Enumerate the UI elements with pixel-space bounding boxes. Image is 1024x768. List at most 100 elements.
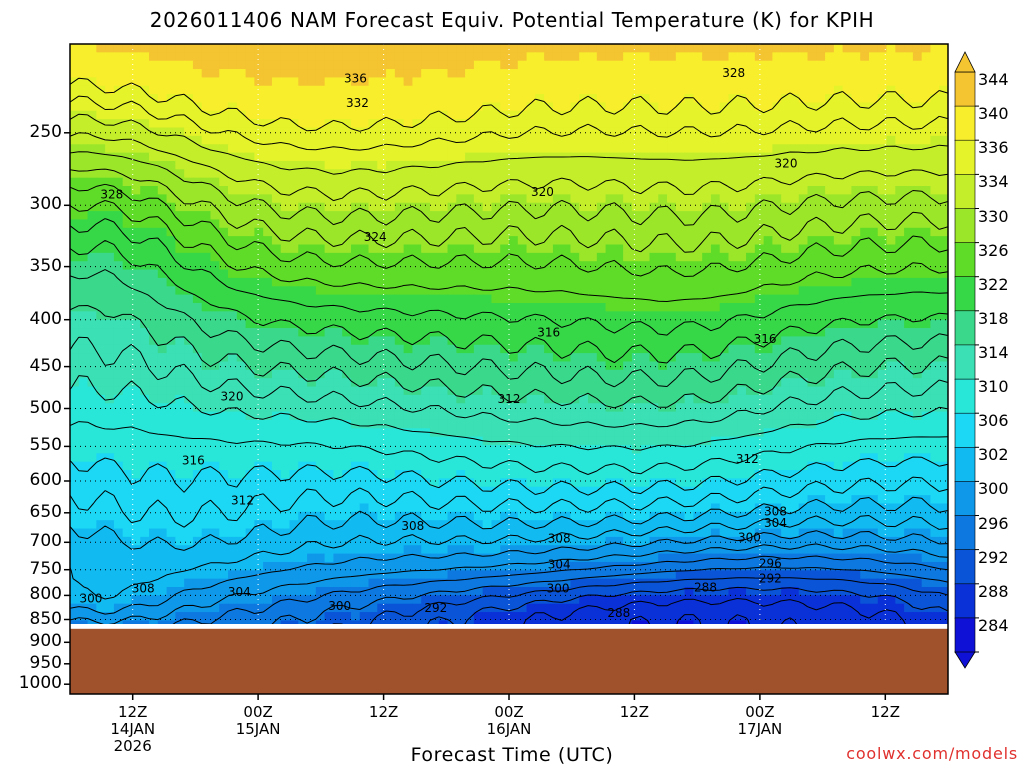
field-cell	[579, 336, 589, 346]
field-cell	[912, 202, 923, 212]
field-cell	[394, 277, 405, 287]
field-cell	[219, 135, 229, 145]
field-cell	[781, 436, 791, 446]
field-cell	[394, 236, 405, 246]
field-cell	[509, 69, 519, 79]
field-cell	[658, 94, 668, 104]
field-cell	[737, 411, 747, 421]
field-cell	[798, 302, 809, 312]
field-cell	[684, 236, 694, 246]
field-cell	[596, 369, 607, 379]
field-cell	[122, 244, 133, 254]
field-cell	[473, 85, 484, 95]
field-cell	[500, 302, 510, 312]
field-cell	[561, 160, 572, 170]
field-cell	[614, 403, 624, 413]
field-cell	[754, 60, 765, 70]
field-cell	[473, 403, 484, 413]
field-cell	[552, 77, 563, 87]
field-cell	[710, 202, 721, 212]
field-cell	[210, 211, 220, 221]
field-cell	[640, 194, 651, 204]
field-cell	[228, 227, 238, 237]
field-cell	[684, 252, 694, 262]
field-cell	[113, 394, 124, 404]
field-cell	[649, 378, 659, 388]
field-cell	[298, 369, 308, 379]
field-cell	[921, 361, 932, 371]
field-cell	[710, 94, 721, 104]
field-cell	[482, 194, 493, 204]
field-cell	[263, 394, 273, 404]
field-cell	[447, 244, 457, 254]
field-cell	[833, 110, 844, 120]
field-cell	[263, 302, 273, 312]
field-cell	[386, 119, 396, 129]
field-cell	[631, 102, 642, 112]
field-cell	[509, 177, 519, 187]
field-cell	[210, 378, 220, 388]
field-cell	[614, 394, 624, 404]
field-cell	[394, 144, 405, 154]
field-cell	[386, 336, 396, 346]
field-cell	[561, 144, 572, 154]
field-cell	[754, 336, 765, 346]
field-cell	[702, 144, 712, 154]
field-cell	[298, 411, 308, 421]
field-cell	[184, 252, 194, 262]
field-cell	[447, 428, 457, 438]
field-cell	[825, 169, 835, 179]
field-cell	[649, 244, 659, 254]
field-cell	[307, 269, 317, 279]
field-cell	[631, 252, 642, 262]
field-cell	[386, 286, 396, 296]
field-cell	[710, 52, 721, 62]
field-cell	[70, 119, 80, 129]
field-cell	[509, 286, 519, 296]
field-cell	[447, 294, 457, 304]
field-cell	[236, 436, 247, 446]
field-cell	[895, 69, 905, 79]
field-cell	[122, 261, 133, 271]
field-cell	[772, 219, 782, 229]
field-cell	[289, 269, 299, 279]
field-cell	[904, 386, 914, 396]
field-cell	[552, 277, 563, 287]
field-cell	[87, 361, 97, 371]
field-cell	[473, 294, 484, 304]
field-cell	[737, 344, 747, 354]
field-cell	[552, 194, 563, 204]
field-cell	[781, 144, 791, 154]
field-cell	[473, 127, 484, 137]
field-cell	[772, 369, 782, 379]
field-cell	[87, 453, 97, 463]
field-cell	[851, 369, 861, 379]
field-cell	[763, 227, 773, 237]
field-cell	[473, 135, 484, 145]
field-cell	[833, 85, 844, 95]
field-cell	[298, 302, 308, 312]
field-cell	[772, 286, 782, 296]
field-cell	[912, 169, 923, 179]
field-cell	[860, 294, 870, 304]
field-cell	[324, 152, 334, 162]
field-cell	[816, 361, 826, 371]
field-cell	[851, 261, 861, 271]
field-cell	[228, 135, 238, 145]
field-cell	[868, 236, 879, 246]
field-cell	[113, 77, 124, 87]
field-cell	[912, 52, 923, 62]
field-cell	[96, 344, 106, 354]
field-cell	[737, 419, 747, 429]
field-cell	[816, 202, 826, 212]
field-cell	[816, 428, 826, 438]
field-cell	[754, 110, 765, 120]
field-cell	[96, 411, 106, 421]
field-cell	[201, 152, 212, 162]
field-cell	[359, 386, 370, 396]
field-cell	[421, 44, 431, 53]
field-cell	[825, 227, 835, 237]
field-cell	[816, 127, 826, 137]
field-cell	[482, 186, 493, 195]
field-cell	[561, 369, 572, 379]
